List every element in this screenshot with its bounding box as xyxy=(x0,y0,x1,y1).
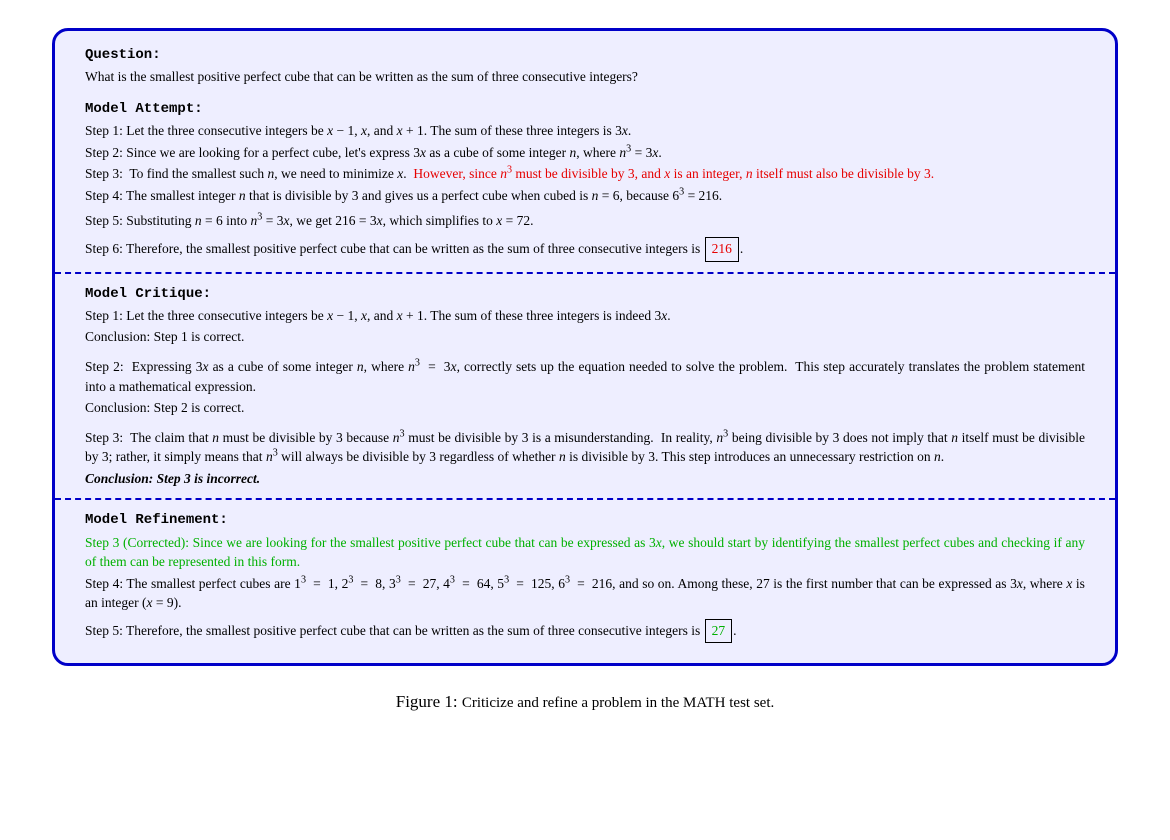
caption-prefix: Figure 1: xyxy=(396,692,462,711)
attempt-answer: 216 xyxy=(712,241,732,256)
critique-step-1: Step 1: Let the three consecutive intege… xyxy=(85,306,1085,326)
attempt-answer-box: 216 xyxy=(705,237,739,262)
attempt-step-2: Step 2: Since we are looking for a perfe… xyxy=(85,143,1085,163)
critique-step-1-conc: Conclusion: Step 1 is correct. xyxy=(85,327,1085,347)
refinement-step-5: Step 5: Therefore, the smallest positive… xyxy=(85,619,1085,644)
refinement-step-4: Step 4: The smallest perfect cubes are 1… xyxy=(85,574,1085,613)
divider-1 xyxy=(55,272,1115,274)
attempt-step-6-tail: . xyxy=(740,241,743,256)
critique-step-2: Step 2: Expressing 3x as a cube of some … xyxy=(85,357,1085,396)
attempt-step-1: Step 1: Let the three consecutive intege… xyxy=(85,121,1085,141)
page: Question: What is the smallest positive … xyxy=(0,0,1170,732)
question-header: Question: xyxy=(85,45,1085,65)
refinement-header: Model Refinement: xyxy=(85,510,1085,530)
refinement-step-3: Step 3 (Corrected): Since we are looking… xyxy=(85,533,1085,572)
attempt-header: Model Attempt: xyxy=(85,99,1085,119)
critique-step-3: Step 3: The claim that n must be divisib… xyxy=(85,428,1085,467)
attempt-step-3-error: However, since n3 must be divisible by 3… xyxy=(413,166,934,181)
caption-body: Criticize and refine a problem in the MA… xyxy=(462,695,774,711)
attempt-step-4: Step 4: The smallest integer n that is d… xyxy=(85,186,1085,206)
attempt-step-6-lead: Step 6: Therefore, the smallest positive… xyxy=(85,241,700,256)
attempt-step-6: Step 6: Therefore, the smallest positive… xyxy=(85,237,1085,262)
divider-2 xyxy=(55,498,1115,500)
critique-step-2-conc: Conclusion: Step 2 is correct. xyxy=(85,398,1085,418)
attempt-step-5: Step 5: Substituting n = 6 into n3 = 3x,… xyxy=(85,211,1085,231)
refinement-answer-box: 27 xyxy=(705,619,733,644)
question-text: What is the smallest positive perfect cu… xyxy=(85,67,1085,87)
critique-step-3-conc: Conclusion: Step 3 is incorrect. xyxy=(85,469,1085,489)
refinement-step-5-lead: Step 5: Therefore, the smallest positive… xyxy=(85,623,700,638)
refinement-step-5-tail: . xyxy=(733,623,736,638)
refinement-answer: 27 xyxy=(712,623,726,638)
attempt-step-3: Step 3: To find the smallest such n, we … xyxy=(85,164,1085,184)
example-box: Question: What is the smallest positive … xyxy=(52,28,1118,666)
figure-caption: Figure 1: Criticize and refine a problem… xyxy=(52,692,1118,712)
critique-header: Model Critique: xyxy=(85,284,1085,304)
